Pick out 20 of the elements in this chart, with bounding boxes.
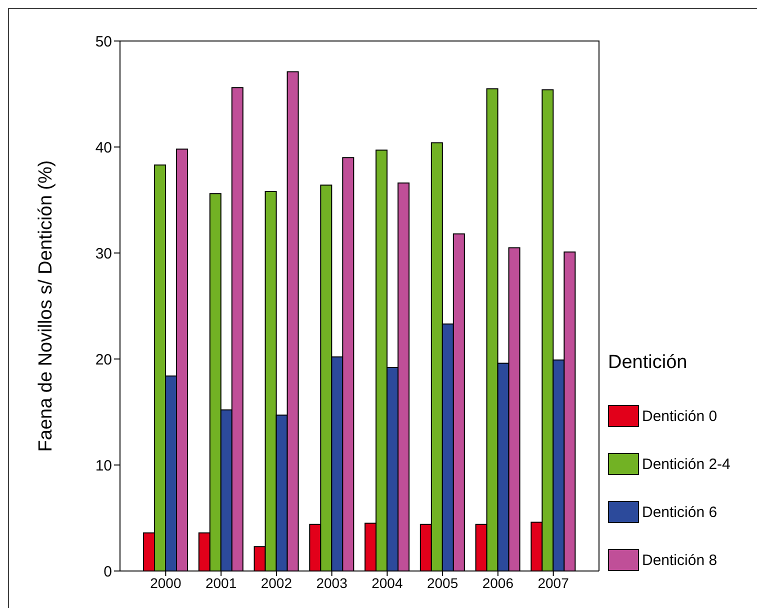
legend-label: Dentición 6 <box>642 504 718 520</box>
y-tick-label: 10 <box>95 457 112 474</box>
x-tick-label: 2006 <box>482 574 514 591</box>
x-tick-label: 2002 <box>260 574 292 591</box>
y-axis-title: Faena de Novillos s/ Dentición (%) <box>36 160 56 452</box>
x-tick-label: 2003 <box>316 574 348 591</box>
x-tick-label: 2000 <box>150 574 182 591</box>
legend-label: Dentición 8 <box>642 552 718 568</box>
y-tick-label: 50 <box>95 33 112 50</box>
y-tick-label: 40 <box>95 139 112 156</box>
x-tick-label: 2005 <box>426 574 458 591</box>
legend-title: Dentición <box>608 352 688 374</box>
legend-label: Dentición 0 <box>642 408 718 424</box>
legend-label: Dentición 2-4 <box>642 456 730 472</box>
x-tick-label: 2004 <box>372 574 403 591</box>
y-tick-label: 20 <box>95 351 112 368</box>
x-tick-label: 2007 <box>538 574 570 591</box>
y-tick-label: 30 <box>95 245 112 262</box>
x-tick-label: 2001 <box>205 574 237 591</box>
y-tick-label: 0 <box>104 563 112 580</box>
